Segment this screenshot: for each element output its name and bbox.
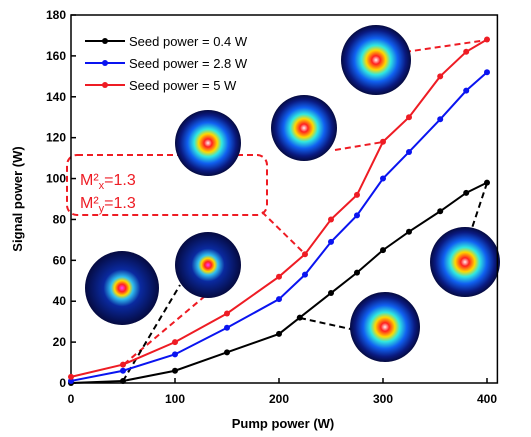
data-point — [302, 251, 308, 258]
data-point — [484, 179, 490, 186]
data-point — [484, 69, 490, 76]
legend-label: Seed power = 2.8 W — [129, 56, 248, 71]
beam-image — [271, 95, 337, 161]
data-point — [172, 351, 178, 358]
data-point — [380, 175, 386, 182]
beam-image — [175, 110, 241, 176]
legend-marker — [102, 38, 108, 44]
data-point — [224, 324, 230, 331]
y-tick-label: 160 — [46, 49, 66, 63]
annotation: M²y=1.3 — [80, 195, 136, 215]
legend-marker — [102, 82, 108, 88]
annotation-part: x — [99, 180, 105, 192]
y-tick-label: 20 — [53, 335, 67, 349]
annotation-part: M² — [80, 195, 99, 212]
data-point — [172, 367, 178, 374]
y-tick-label: 0 — [59, 376, 66, 390]
data-point — [437, 73, 444, 80]
y-tick-label: 80 — [53, 212, 67, 226]
data-point — [224, 310, 230, 317]
data-point — [224, 349, 230, 356]
beam-image — [350, 292, 420, 362]
y-tick-label: 180 — [46, 8, 66, 22]
y-tick-label: 120 — [46, 131, 66, 145]
plot-frame — [70, 14, 499, 384]
y-tick-label: 140 — [46, 90, 66, 104]
annotation-part: M² — [80, 172, 99, 189]
data-point — [437, 208, 444, 215]
annotation: M²x=1.3 — [80, 172, 136, 192]
beam-image — [85, 251, 159, 325]
data-point — [276, 296, 282, 303]
data-point — [437, 116, 444, 123]
data-point — [276, 273, 282, 280]
leader — [471, 182, 488, 229]
beam-image — [175, 232, 241, 298]
data-point — [328, 216, 334, 223]
data-point — [120, 367, 126, 374]
leader — [299, 317, 356, 331]
legend-label: Seed power = 0.4 W — [129, 34, 248, 49]
y-tick-label: 100 — [46, 172, 66, 186]
beam-profiles — [85, 25, 500, 362]
x-tick-label: 400 — [477, 392, 497, 406]
data-point — [406, 148, 412, 155]
data-point — [120, 377, 126, 384]
data-point — [120, 361, 126, 368]
data-point — [380, 247, 386, 254]
leader — [261, 211, 306, 255]
leader — [334, 141, 384, 151]
data-point — [68, 373, 74, 380]
data-point — [406, 228, 412, 235]
leader — [404, 39, 488, 53]
y-axis-label: Signal power (W) — [10, 146, 25, 251]
leader — [122, 295, 206, 366]
x-tick-label: 300 — [373, 392, 393, 406]
data-point — [463, 87, 470, 94]
data-point — [463, 189, 470, 196]
data-point — [296, 314, 303, 321]
legend-label: Seed power = 5 W — [129, 78, 237, 93]
data-point — [380, 138, 386, 145]
beam-image — [430, 227, 500, 297]
legend-marker — [102, 60, 108, 66]
data-point — [354, 269, 360, 276]
x-tick-label: 200 — [269, 392, 289, 406]
x-tick-label: 0 — [68, 392, 75, 406]
annotation-part: =1.3 — [104, 172, 136, 189]
data-point — [302, 271, 308, 278]
data-point — [276, 330, 282, 337]
data-point — [406, 114, 412, 121]
annotation-part: y — [99, 203, 105, 215]
y-tick-label: 60 — [53, 253, 67, 267]
data-point — [354, 191, 360, 198]
y-tick-label: 40 — [53, 294, 67, 308]
leader — [122, 284, 181, 382]
data-point — [463, 48, 470, 55]
annotations — [66, 39, 488, 382]
beam-image — [341, 25, 411, 95]
annotation-part: =1.3 — [104, 195, 136, 212]
data-point — [328, 238, 334, 245]
data-point — [328, 290, 334, 297]
data-point — [484, 36, 490, 43]
annotation-box — [66, 154, 268, 216]
x-axis-label: Pump power (W) — [232, 416, 335, 431]
data-point — [172, 339, 178, 346]
x-tick-label: 100 — [165, 392, 185, 406]
data-point — [354, 212, 360, 219]
